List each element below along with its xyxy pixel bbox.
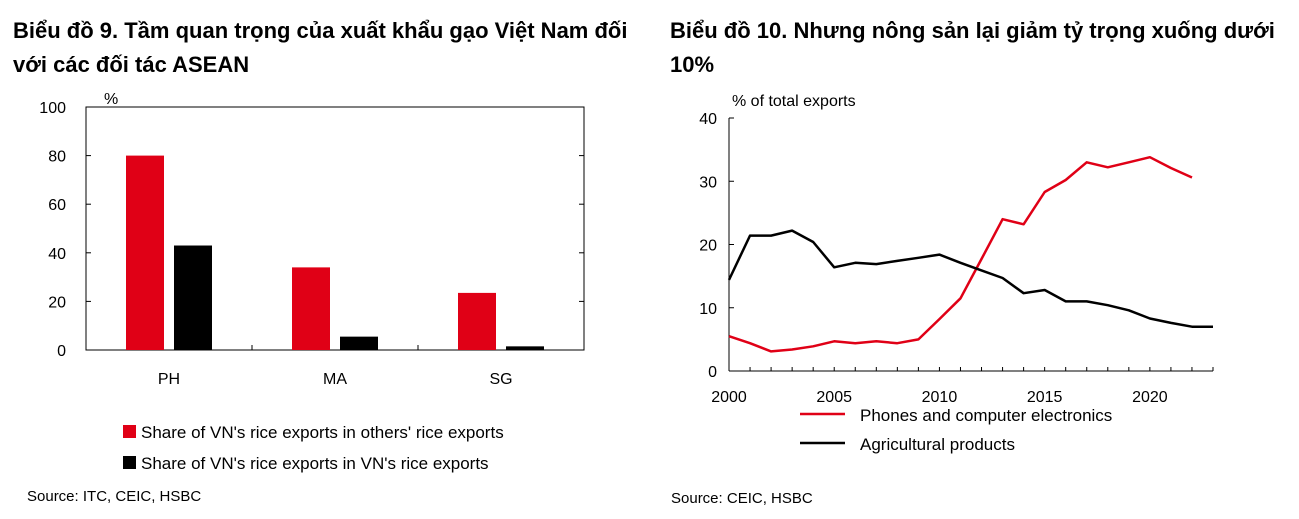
bar — [458, 292, 496, 350]
y-tick-label: 100 — [39, 100, 66, 117]
x-tick-label: 2000 — [711, 389, 747, 406]
chart-panel-rice-exports: Biểu đồ 9. Tầm quan trọng của xuất khẩu … — [0, 0, 640, 519]
y-tick-label: 20 — [48, 294, 66, 311]
bar-chart: 100 80 60 40 20 0% PH MA SG Share of VN's rice ex… — [39, 91, 585, 473]
legend-label: Agricultural products — [860, 435, 1015, 454]
source-note: Source: ITC, CEIC, HSBC — [27, 488, 202, 505]
chart-title: Biểu đồ 9. Tầm quan trọng của xuất khẩu … — [13, 18, 628, 77]
bar — [174, 245, 212, 350]
series-line — [728, 155, 1193, 353]
x-tick-label: SG — [489, 371, 512, 388]
x-tick-label: 2020 — [1132, 389, 1168, 406]
y-tick-label: 80 — [48, 149, 66, 166]
plot-frame — [85, 106, 585, 351]
y-tick-label: 0 — [708, 364, 717, 381]
x-tick-label: 2015 — [1027, 389, 1063, 406]
legend-label: Share of VN's rice exports in others' ri… — [141, 423, 504, 442]
chart-title: Biểu đồ 10. Nhưng nông sản lại giảm tỷ t… — [670, 18, 1275, 77]
y-tick-label: 10 — [699, 301, 717, 318]
bar — [292, 267, 330, 350]
y-tick-label: 0 — [57, 343, 66, 360]
x-tick-label: MA — [323, 371, 347, 388]
bar — [340, 336, 378, 350]
y-axis-title: % of total exports — [732, 93, 856, 110]
x-tick-label: 2010 — [922, 389, 958, 406]
y-tick-label: 30 — [699, 174, 717, 191]
y-tick-label: 40 — [48, 246, 66, 263]
y-tick-label: 20 — [699, 238, 717, 255]
legend-label: Phones and computer electronics — [860, 406, 1112, 425]
legend-label: Share of VN's rice exports in VN's rice … — [141, 454, 489, 473]
bar — [126, 155, 164, 350]
x-tick-label: PH — [158, 371, 180, 388]
legend-swatch — [123, 425, 136, 438]
legend-swatch — [123, 456, 136, 469]
bar — [506, 346, 544, 350]
x-tick-label: 2005 — [816, 389, 852, 406]
chart-panel-export-share: Biểu đồ 10. Nhưng nông sản lại giảm tỷ t… — [660, 0, 1299, 519]
series-line — [727, 229, 1213, 328]
y-tick-label: 40 — [699, 111, 717, 128]
source-note: Source: CEIC, HSBC — [671, 490, 813, 507]
y-axis-unit-label: % — [104, 91, 118, 108]
y-tick-label: 60 — [48, 197, 66, 214]
